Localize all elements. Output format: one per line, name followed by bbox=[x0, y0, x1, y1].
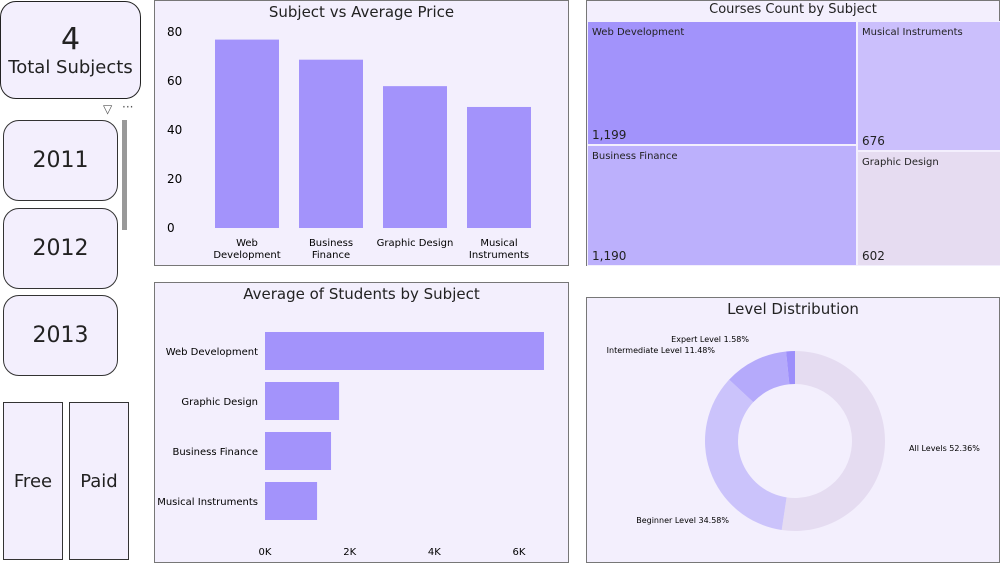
year-2011-button[interactable]: 2011 bbox=[3, 120, 118, 201]
treemap-tile-graphic-design[interactable]: Graphic Design 602 bbox=[857, 151, 1000, 266]
bar bbox=[265, 432, 332, 470]
tile-value: 1,190 bbox=[592, 249, 627, 263]
year-2012-button[interactable]: 2012 bbox=[3, 208, 118, 289]
donut-slice bbox=[729, 351, 790, 403]
treemap-tile-business-finance[interactable]: Business Finance 1,190 bbox=[587, 145, 857, 266]
free-button[interactable]: Free bbox=[3, 402, 63, 560]
more-options-icon[interactable]: ··· bbox=[122, 100, 134, 114]
y-tick-label: Business Finance bbox=[172, 447, 258, 458]
free-label: Free bbox=[13, 470, 53, 492]
donut-slice bbox=[781, 351, 885, 531]
year-label: 2011 bbox=[32, 148, 89, 173]
year-label: 2012 bbox=[32, 236, 89, 261]
bar bbox=[215, 39, 279, 228]
x-tick-label: 0K bbox=[259, 547, 272, 558]
x-tick-label: Instruments bbox=[469, 250, 529, 261]
chart-title: Subject vs Average Price bbox=[268, 3, 455, 21]
paid-label: Paid bbox=[80, 470, 118, 492]
y-tick-label: 0 bbox=[167, 221, 175, 235]
donut-slice bbox=[786, 351, 795, 385]
x-tick-label: Development bbox=[213, 250, 280, 261]
y-tick-label: 80 bbox=[167, 25, 182, 39]
x-tick-label: Web bbox=[236, 238, 258, 249]
bar bbox=[265, 382, 340, 420]
tile-label: Musical Instruments bbox=[862, 27, 963, 38]
slicer-scrollbar[interactable] bbox=[122, 120, 127, 230]
chart-title: Average of Students by Subject bbox=[243, 285, 480, 303]
x-tick-label: Finance bbox=[312, 250, 350, 261]
donut-slice bbox=[705, 379, 787, 531]
x-tick-label: Business bbox=[309, 238, 353, 249]
x-tick-label: Graphic Design bbox=[377, 238, 454, 249]
y-tick-label: 20 bbox=[167, 172, 182, 186]
y-tick-label: Web Development bbox=[166, 347, 258, 358]
level-donut-chart: All Levels 52.36% Beginner Level 34.58% In… bbox=[607, 335, 980, 531]
bar bbox=[265, 332, 544, 370]
bar bbox=[467, 106, 531, 228]
kpi-card: 4 Total Subjects bbox=[0, 1, 141, 99]
level-chart-panel: Level Distribution All Levels 52.36% Begi… bbox=[586, 297, 1000, 563]
slice-label: Beginner Level 34.58% bbox=[636, 516, 729, 525]
chart-title: Courses Count by Subject bbox=[709, 2, 877, 17]
x-tick-label: 2K bbox=[343, 547, 356, 558]
tile-label: Web Development bbox=[592, 27, 685, 38]
x-tick-label: Musical bbox=[480, 238, 517, 249]
x-tick-label: 4K bbox=[428, 547, 441, 558]
tile-value: 1,199 bbox=[592, 128, 627, 142]
price-chart-panel: Subject vs Average Price 0 20 40 60 80 Web Dev… bbox=[154, 0, 569, 266]
students-chart-panel: Average of Students by Subject Web Devel… bbox=[154, 282, 569, 563]
slice-label: Intermediate Level 11.48% bbox=[607, 346, 716, 355]
tile-value: 676 bbox=[862, 134, 885, 148]
tile-label: Graphic Design bbox=[862, 157, 939, 168]
y-tick-label: Musical Instruments bbox=[157, 497, 258, 508]
tile-label: Business Finance bbox=[592, 151, 678, 162]
bar bbox=[265, 482, 318, 520]
year-2013-button[interactable]: 2013 bbox=[3, 295, 118, 376]
kpi-value: 4 bbox=[60, 22, 81, 57]
slice-label: Expert Level 1.58% bbox=[671, 335, 749, 344]
students-bar-chart: Web Development Graphic Design Business Fi… bbox=[157, 332, 544, 558]
treemap-tile-musical-instruments[interactable]: Musical Instruments 676 bbox=[857, 21, 1000, 151]
year-label: 2013 bbox=[32, 323, 89, 348]
x-tick-label: 6K bbox=[513, 547, 526, 558]
courses-treemap-panel: Courses Count by Subject Web Development… bbox=[586, 0, 1000, 266]
paid-button[interactable]: Paid bbox=[69, 402, 129, 560]
bar bbox=[299, 59, 363, 229]
bar bbox=[383, 86, 447, 229]
y-tick-label: Graphic Design bbox=[181, 397, 258, 408]
kpi-label: Total Subjects bbox=[8, 57, 133, 78]
y-tick-label: 40 bbox=[167, 123, 182, 137]
slice-label: All Levels 52.36% bbox=[909, 444, 980, 453]
treemap-tile-web-development[interactable]: Web Development 1,199 bbox=[587, 21, 857, 145]
chart-title: Level Distribution bbox=[727, 300, 859, 318]
y-tick-label: 60 bbox=[167, 74, 182, 88]
tile-value: 602 bbox=[862, 249, 885, 263]
filter-icon[interactable]: ▽ bbox=[103, 102, 113, 116]
